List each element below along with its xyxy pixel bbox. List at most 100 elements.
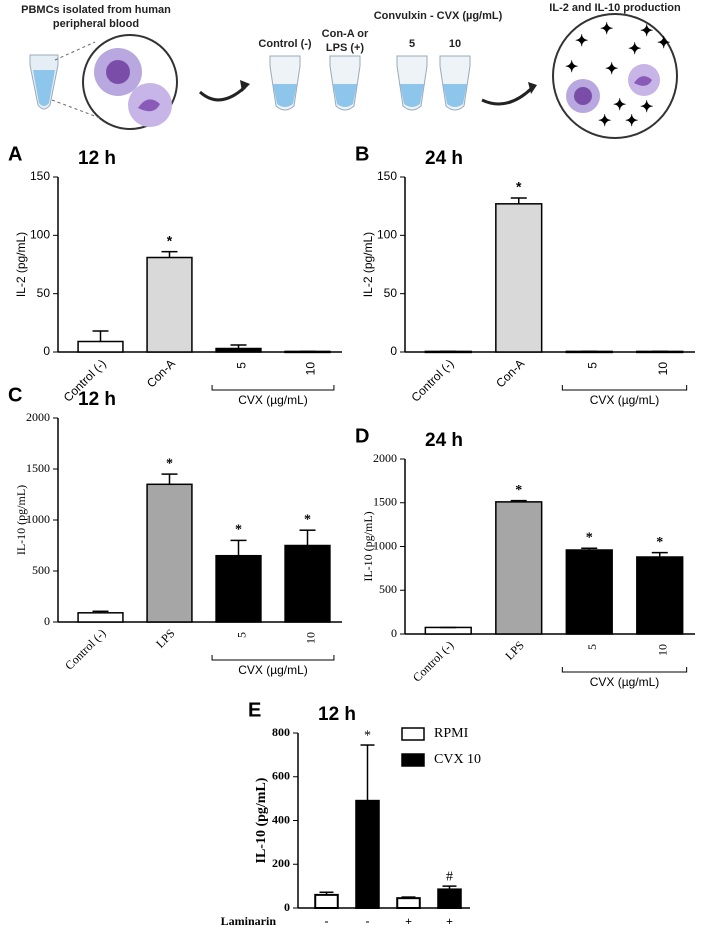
significance-mark: *	[235, 523, 242, 538]
y-tick-label: 2000	[26, 410, 50, 424]
significance-mark: *	[656, 535, 663, 550]
bar	[437, 888, 462, 909]
x-tick-label: +	[405, 914, 412, 928]
x-tick-label: 5	[585, 644, 599, 650]
bar	[396, 897, 421, 909]
x-tick-label: Control (-)	[409, 356, 457, 404]
legend-label: CVX 10	[434, 752, 481, 767]
y-tick-label: 100	[377, 228, 397, 242]
svg-text:✦: ✦	[598, 113, 611, 130]
stimulus-label: LPS (+)	[326, 42, 365, 54]
svg-text:✦: ✦	[575, 33, 588, 50]
significance-mark: *	[516, 179, 522, 195]
arrow-head	[240, 80, 250, 92]
legend-label: RPMI	[434, 726, 469, 741]
bar	[355, 799, 380, 909]
nucleus	[634, 76, 652, 86]
arrow	[481, 86, 534, 106]
panel-label: B	[355, 143, 369, 165]
bar	[284, 544, 331, 623]
group-bracket	[211, 655, 335, 661]
panel-label: D	[355, 425, 369, 447]
arrow	[198, 85, 247, 102]
bar	[495, 203, 543, 353]
y-axis-label: IL-10 (pg/mL)	[254, 777, 269, 863]
nucleus	[574, 87, 592, 105]
group-label: CVX (µg/mL)	[590, 393, 660, 407]
x-tick-label: Con-A	[144, 356, 178, 390]
panel: E 12 h IL-10 (pg/mL) 0 200 400 600 800 RPMI * # CVX…	[221, 699, 481, 927]
x-tick-label: 5	[585, 362, 599, 369]
chart-title: 12 h	[318, 704, 356, 725]
bar	[424, 626, 472, 635]
y-tick-label: 50	[37, 286, 51, 300]
nucleus	[106, 60, 130, 84]
legend-swatch	[401, 727, 425, 741]
panel: C 12 h IL-10 (pg/mL) 0 500 1000 1500 2000 Contro…	[8, 384, 342, 677]
cvx-label: Convulxin - CVX (µg/mL)	[374, 10, 503, 22]
y-tick-label: 2000	[373, 451, 397, 465]
x-tick-label: 10	[656, 362, 670, 376]
x-tick-label: Control (-)	[62, 626, 108, 672]
chart-title: 24 h	[425, 148, 463, 169]
bar	[146, 256, 193, 353]
control-label: Control (-)	[258, 38, 311, 50]
y-axis-label: IL-2 (pg/mL)	[361, 232, 375, 297]
tube-liquid	[33, 70, 55, 106]
significance-mark: *	[304, 512, 311, 527]
nucleus	[138, 99, 160, 112]
x-tick-label: +	[446, 914, 453, 928]
y-tick-label: 200	[272, 856, 290, 870]
y-axis-label: IL-2 (pg/mL)	[14, 232, 28, 297]
y-tick-label: 600	[272, 769, 290, 783]
significance-mark: *	[166, 456, 173, 471]
zoom-line	[51, 99, 101, 119]
svg-text:✦: ✦	[628, 41, 641, 58]
svg-text:✦: ✦	[640, 99, 653, 116]
svg-text:✦: ✦	[657, 35, 670, 52]
bar	[77, 340, 124, 353]
group-bracket	[561, 667, 688, 673]
x-tick-label: 10	[656, 644, 670, 656]
y-tick-label: 0	[43, 344, 50, 358]
x-tick-label: LPS	[153, 626, 178, 651]
result-label: IL-2 and IL-10 production	[549, 2, 681, 14]
row-label: Laminarin	[221, 914, 277, 928]
stimulus-label: Con-A or	[322, 28, 369, 40]
zoom-line	[54, 41, 96, 61]
y-tick-label: 150	[30, 169, 50, 183]
significance-mark: *	[515, 483, 522, 498]
bar	[77, 612, 124, 623]
significance-mark: *	[167, 232, 173, 248]
svg-text:✦: ✦	[625, 113, 638, 130]
y-tick-label: 1500	[26, 461, 50, 475]
panel: B 24 h IL-2 (pg/mL) 0 50 100 150 Control (-) * Co…	[355, 143, 695, 407]
bar	[314, 893, 339, 909]
y-tick-label: 100	[30, 228, 50, 242]
bar	[565, 549, 613, 635]
y-tick-label: 0	[284, 900, 290, 914]
svg-text:✦: ✦	[605, 61, 618, 78]
y-tick-label: 150	[377, 169, 397, 183]
x-tick-label: Con-A	[493, 356, 527, 390]
pbmc-label: PBMCs isolated from human	[21, 4, 171, 16]
legend-swatch	[401, 753, 425, 767]
svg-text:✦: ✦	[613, 97, 626, 114]
bar	[636, 556, 684, 635]
schematic: PBMCs isolated from human peripheral blo…	[21, 2, 681, 139]
bar	[215, 347, 262, 353]
bar	[495, 501, 543, 635]
y-tick-label: 50	[384, 286, 398, 300]
panel-label: C	[8, 384, 22, 406]
y-tick-label: 500	[379, 582, 397, 596]
group-label: CVX (µg/mL)	[238, 393, 308, 407]
y-tick-label: 400	[272, 812, 290, 826]
y-tick-label: 0	[391, 626, 397, 640]
group-label: CVX (µg/mL)	[590, 675, 660, 689]
y-tick-label: 0	[44, 614, 50, 628]
panel: D 24 h IL-10 (pg/mL) 0 500 1000 1500 2000 Contro…	[355, 425, 695, 689]
x-tick-label: 10	[303, 632, 317, 644]
